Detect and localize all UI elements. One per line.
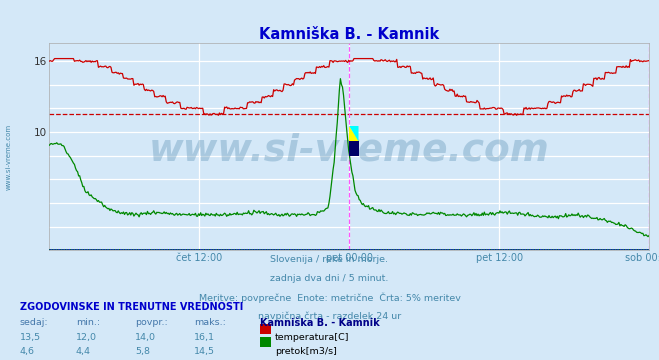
Text: 12,0: 12,0 [76,333,97,342]
Text: zadnja dva dni / 5 minut.: zadnja dva dni / 5 minut. [270,274,389,283]
Text: temperatura[C]: temperatura[C] [275,333,349,342]
Text: 14,0: 14,0 [135,333,156,342]
Text: Kamniška B. - Kamnik: Kamniška B. - Kamnik [260,318,380,328]
Text: pretok[m3/s]: pretok[m3/s] [275,347,337,356]
Text: 14,5: 14,5 [194,347,215,356]
Text: www.si-vreme.com: www.si-vreme.com [149,133,550,169]
Text: www.si-vreme.com: www.si-vreme.com [5,123,11,190]
Text: maks.:: maks.: [194,318,226,327]
Text: 13,5: 13,5 [20,333,41,342]
Text: ZGODOVINSKE IN TRENUTNE VREDNOSTI: ZGODOVINSKE IN TRENUTNE VREDNOSTI [20,302,243,312]
Text: 4,6: 4,6 [20,347,35,356]
Text: min.:: min.: [76,318,100,327]
Text: povpr.:: povpr.: [135,318,168,327]
Text: sedaj:: sedaj: [20,318,48,327]
Text: Slovenija / reke in morje.: Slovenija / reke in morje. [270,255,389,264]
Title: Kamniška B. - Kamnik: Kamniška B. - Kamnik [259,27,440,42]
Polygon shape [349,126,358,141]
Bar [349,141,358,156]
Text: Meritve: povprečne  Enote: metrične  Črta: 5% meritev: Meritve: povprečne Enote: metrične Črta:… [198,292,461,303]
Text: 5,8: 5,8 [135,347,150,356]
Polygon shape [349,126,358,141]
Text: 16,1: 16,1 [194,333,215,342]
Text: 4,4: 4,4 [76,347,91,356]
Text: navpična črta - razdelek 24 ur: navpična črta - razdelek 24 ur [258,311,401,320]
